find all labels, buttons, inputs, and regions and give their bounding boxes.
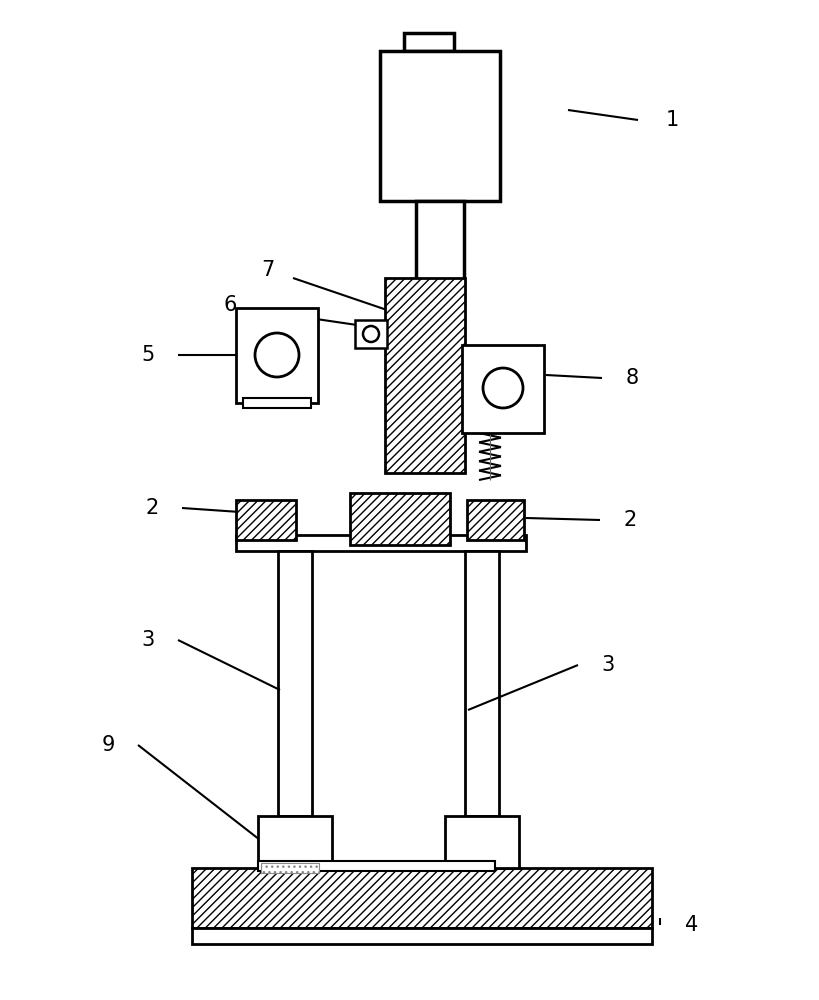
- Circle shape: [255, 333, 299, 377]
- Bar: [404, 33, 454, 51]
- Bar: [236, 308, 318, 403]
- Bar: [350, 493, 450, 545]
- Text: 9: 9: [102, 735, 115, 755]
- Bar: [467, 500, 524, 540]
- Bar: [192, 928, 652, 944]
- Text: 6: 6: [224, 295, 237, 315]
- Bar: [236, 535, 526, 551]
- Bar: [258, 861, 495, 871]
- Circle shape: [483, 368, 523, 408]
- Bar: [380, 51, 500, 201]
- Text: 1: 1: [665, 110, 679, 130]
- Bar: [243, 398, 311, 408]
- Bar: [462, 345, 544, 433]
- Bar: [416, 201, 464, 286]
- Text: 3: 3: [142, 630, 155, 650]
- Bar: [258, 816, 332, 868]
- Text: 5: 5: [142, 345, 155, 365]
- Bar: [465, 551, 499, 816]
- Text: 3: 3: [601, 655, 614, 675]
- Bar: [236, 500, 296, 540]
- Bar: [278, 551, 312, 816]
- Bar: [192, 868, 652, 928]
- Bar: [445, 816, 519, 868]
- Bar: [385, 278, 465, 473]
- Circle shape: [363, 326, 379, 342]
- Bar: [261, 863, 319, 873]
- Text: 2: 2: [623, 510, 636, 530]
- Bar: [355, 320, 387, 348]
- Text: 2: 2: [146, 498, 159, 518]
- Text: 4: 4: [686, 915, 699, 935]
- Text: 7: 7: [261, 260, 274, 280]
- Text: 8: 8: [626, 368, 639, 388]
